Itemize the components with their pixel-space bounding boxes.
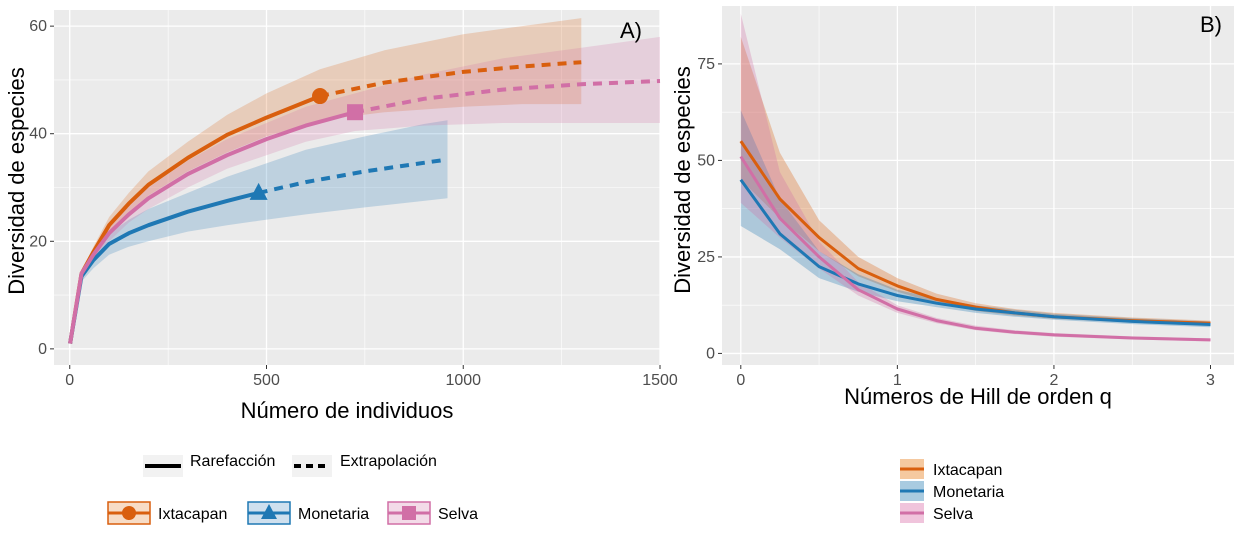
band-ixtacapan xyxy=(70,18,582,344)
legend-b-selva: Selva xyxy=(900,503,973,523)
x-tick-label: 1500 xyxy=(642,372,678,389)
band-selva xyxy=(70,36,661,344)
legend-b-selva-label: Selva xyxy=(933,506,973,523)
y-tick-label: 60 xyxy=(29,18,47,35)
x-tick-label: 0 xyxy=(65,372,74,389)
legend-b-ixtacapan-label: Ixtacapan xyxy=(933,462,1002,479)
y-tick-label: 40 xyxy=(29,126,47,143)
legend-b-ixtacapan: Ixtacapan xyxy=(900,459,1002,479)
panel-a-x-axis-title: Número de individuos xyxy=(241,398,454,423)
y-tick-label: 20 xyxy=(29,233,47,250)
extrapolation-line-monetaria xyxy=(258,157,448,195)
y-tick-label: 50 xyxy=(697,152,715,169)
panel-a-grid xyxy=(54,10,661,365)
band-monetaria xyxy=(70,120,448,344)
panel-a-legend: Rarefacción Extrapolación Ixtacapan Mone… xyxy=(107,453,478,525)
x-tick-label: 2 xyxy=(1049,372,1058,389)
panel-b: 0 1 2 3 0 25 50 75 B) Números de Hill de orden … xyxy=(670,6,1234,409)
panel-a-confidence-bands xyxy=(70,18,661,344)
y-tick-label: 75 xyxy=(697,56,715,73)
x-tick-label: 500 xyxy=(253,372,280,389)
extrapolation-line-ixtacapan xyxy=(319,60,582,99)
extrapolation-line-selva xyxy=(354,79,661,115)
y-tick-label: 25 xyxy=(697,249,715,266)
square-marker-icon xyxy=(402,506,416,520)
panel-a-y-axis-title: Diversidad de especies xyxy=(4,67,29,294)
panel-a-tick-labels: 0 500 1000 1500 0 20 40 60 xyxy=(29,18,678,389)
panel-b-x-axis-title: Números de Hill de orden q xyxy=(844,384,1112,409)
legend-a-monetaria: Monetaria xyxy=(247,501,369,525)
hill-line-selva xyxy=(739,155,1211,342)
legend-a-selva: Selva xyxy=(387,501,478,525)
panel-b-legend: Ixtacapan Monetaria Selva xyxy=(896,456,1036,526)
legend-b-monetaria-label: Monetaria xyxy=(933,484,1004,501)
reference-point-monetaria xyxy=(249,182,268,200)
legend-a-selva-label: Selva xyxy=(438,506,478,523)
panel-b-series-lines xyxy=(739,140,1211,342)
x-tick-label: 1 xyxy=(893,372,902,389)
legend-a-ixtacapan-label: Ixtacapan xyxy=(158,506,227,523)
x-tick-label: 1000 xyxy=(445,372,481,389)
y-tick-label: 0 xyxy=(38,341,47,358)
legend-extrapolacion-label: Extrapolación xyxy=(340,453,437,470)
rarefaction-line-selva xyxy=(68,110,356,344)
legend-a-ixtacapan: Ixtacapan xyxy=(107,501,227,525)
y-tick-label: 0 xyxy=(706,345,715,362)
panel-b-label: B) xyxy=(1200,12,1222,37)
legend-a-monetaria-label: Monetaria xyxy=(298,506,369,523)
x-tick-label: 0 xyxy=(736,372,745,389)
triangle-marker-icon xyxy=(261,504,277,519)
panel-a: 0 500 1000 1500 0 20 40 60 A) Número de individ… xyxy=(4,10,678,423)
legend-extrapolacion: Extrapolación xyxy=(292,453,437,477)
circle-marker-icon xyxy=(122,506,136,520)
panel-b-tick-labels: 0 1 2 3 0 25 50 75 xyxy=(697,56,1215,389)
reference-point-selva xyxy=(347,104,364,121)
panel-a-label: A) xyxy=(620,18,642,43)
panel-a-series-lines xyxy=(68,60,661,344)
panel-b-y-axis-title: Diversidad de especies xyxy=(670,66,695,293)
legend-rarefaccion-label: Rarefacción xyxy=(190,453,275,470)
panel-a-series-legend: Ixtacapan Monetaria Selva xyxy=(107,501,478,525)
reference-point-ixtacapan xyxy=(312,88,329,105)
hill-line-monetaria xyxy=(739,178,1211,326)
legend-b-monetaria: Monetaria xyxy=(900,481,1004,501)
legend-rarefaccion: Rarefacción xyxy=(143,453,275,477)
panel-a-reference-markers xyxy=(249,88,364,200)
x-tick-label: 3 xyxy=(1206,372,1215,389)
